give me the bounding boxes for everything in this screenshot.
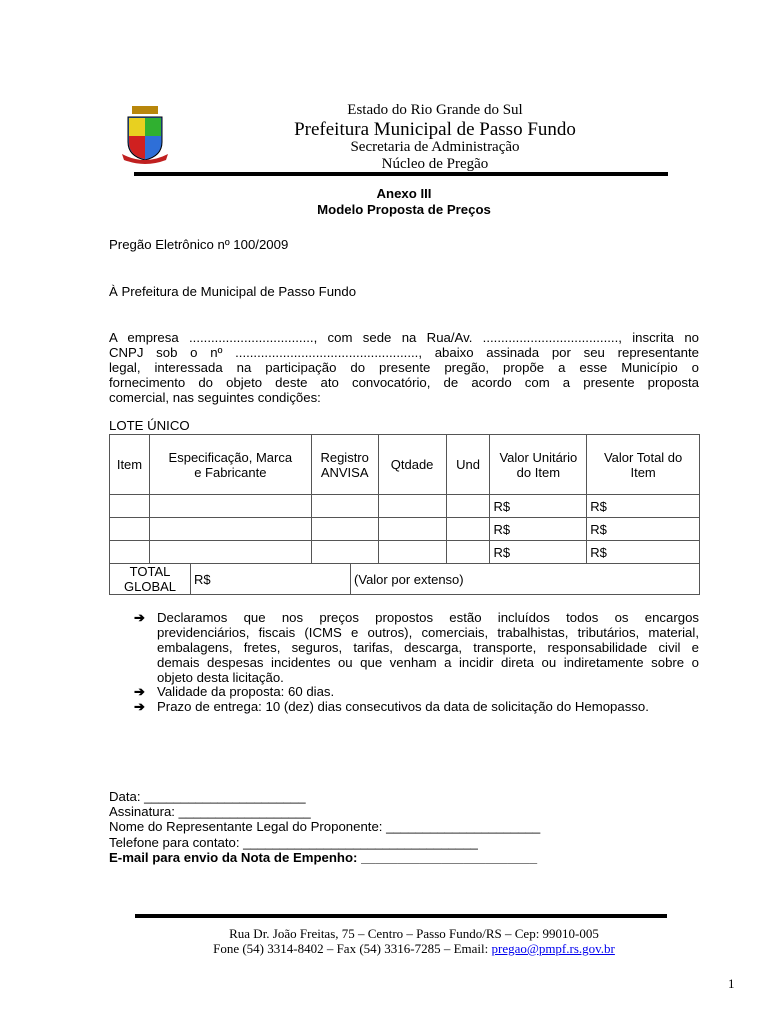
lote-label: LOTE ÚNICO <box>109 418 190 433</box>
cell[interactable] <box>310 540 379 564</box>
header-prefeitura: Prefeitura Municipal de Passo Fundo <box>294 119 576 140</box>
cell[interactable] <box>377 540 447 564</box>
bullet-prazo: Prazo de entrega: 10 (dez) dias consecut… <box>157 699 649 714</box>
table-row: R$ R$ <box>109 517 700 541</box>
email-empenho-field[interactable]: E-mail para envio da Nota de Empenho: __… <box>109 850 538 865</box>
header-secretaria: Secretaria de Administração <box>350 139 520 155</box>
paragraph-line: comercial, nas seguintes condições: <box>109 390 321 405</box>
telefone-field[interactable]: Telefone para contato: _________________… <box>109 835 478 850</box>
bullet-line: demais despesas incidentes ou que venham… <box>157 655 699 670</box>
table-row: R$ R$ <box>109 494 700 518</box>
cell[interactable] <box>377 517 447 541</box>
recipient: À Prefeitura de Municipal de Passo Fundo <box>109 284 357 299</box>
cell[interactable] <box>148 517 312 541</box>
cell[interactable]: R$ <box>489 517 588 541</box>
arrow-icon: ➔ <box>134 684 145 699</box>
cell[interactable] <box>310 494 379 518</box>
total-global-value[interactable]: R$ <box>190 563 352 595</box>
arrow-icon: ➔ <box>134 699 145 714</box>
cell[interactable] <box>445 517 491 541</box>
header-registro: Registro ANVISA <box>310 434 379 495</box>
total-global-label: TOTAL GLOBAL <box>108 563 192 595</box>
paragraph-line: CNPJ sob o nº ..........................… <box>109 345 699 360</box>
header-item: Item <box>109 434 150 495</box>
pregao-number: Pregão Eletrônico nº 100/2009 <box>109 237 289 252</box>
document-title: Modelo Proposta de Preços <box>317 202 491 217</box>
table-row: R$ R$ <box>109 540 700 564</box>
footer-address: Rua Dr. João Freitas, 75 – Centro – Pass… <box>229 926 599 941</box>
cell[interactable] <box>377 494 447 518</box>
paragraph-line: fornecimento do objeto deste ato convoca… <box>109 375 699 390</box>
cell[interactable] <box>148 540 312 564</box>
cell[interactable]: R$ <box>489 540 588 564</box>
total-row: TOTAL GLOBAL R$ (Valor por extenso) <box>108 563 700 595</box>
header-especificacao: Especificação, Marca e Fabricante <box>148 434 312 495</box>
header-state: Estado do Rio Grande do Sul <box>347 102 523 118</box>
bullet-line: embalagens, fretes, seguros, tarifas, de… <box>157 640 699 655</box>
footer-contact-text: Fone (54) 3314-8402 – Fax (54) 3316-7285… <box>213 941 492 956</box>
header-valor-unitario: Valor Unitário do Item <box>489 434 588 495</box>
header-und: Und <box>445 434 491 495</box>
header-nucleo: Núcleo de Pregão <box>381 156 489 172</box>
cell[interactable]: R$ <box>586 540 700 564</box>
assinatura-field[interactable]: Assinatura: __________________ <box>109 804 311 819</box>
bullet-validade: Validade da proposta: 60 dias. <box>157 684 335 699</box>
cell[interactable] <box>148 494 312 518</box>
cell[interactable]: R$ <box>586 517 700 541</box>
bullet-line: previdenciários, fiscais (ICMS e outros)… <box>157 625 699 640</box>
cell[interactable] <box>310 517 379 541</box>
cell[interactable] <box>445 494 491 518</box>
arrow-icon: ➔ <box>134 610 145 625</box>
total-global-extenso[interactable]: (Valor por extenso) <box>350 563 700 595</box>
footer-rule <box>135 914 667 918</box>
cell[interactable] <box>109 494 150 518</box>
header-valor-total: Valor Total do Item <box>586 434 700 495</box>
cell[interactable] <box>109 517 150 541</box>
footer-email-link[interactable]: pregao@pmpf.rs.gov.br <box>491 941 615 956</box>
bullet-line: objeto desta licitação. <box>157 670 284 685</box>
annex-title: Anexo III <box>376 186 432 201</box>
cell[interactable] <box>445 540 491 564</box>
price-table: Item Especificação, Marca e Fabricante R… <box>109 434 700 564</box>
header-qtdade: Qtdade <box>377 434 447 495</box>
header-rule <box>134 172 668 176</box>
paragraph-line: legal, interessada na participação do pr… <box>109 360 699 375</box>
paragraph-line: A empresa ..............................… <box>109 330 699 345</box>
cell[interactable]: R$ <box>586 494 700 518</box>
cell[interactable]: R$ <box>489 494 588 518</box>
data-field[interactable]: Data: ______________________ <box>109 789 306 804</box>
cell[interactable] <box>109 540 150 564</box>
representante-field[interactable]: Nome do Representante Legal do Proponent… <box>109 819 541 834</box>
bullet-line: Declaramos que nos preços propostos estã… <box>157 610 699 625</box>
footer-contact: Fone (54) 3314-8402 – Fax (54) 3316-7285… <box>109 941 719 957</box>
coat-of-arms-logo <box>122 106 168 164</box>
page-number: 1 <box>728 976 735 991</box>
total-table: TOTAL GLOBAL R$ (Valor por extenso) <box>108 563 700 595</box>
table-header-row: Item Especificação, Marca e Fabricante R… <box>109 434 700 495</box>
